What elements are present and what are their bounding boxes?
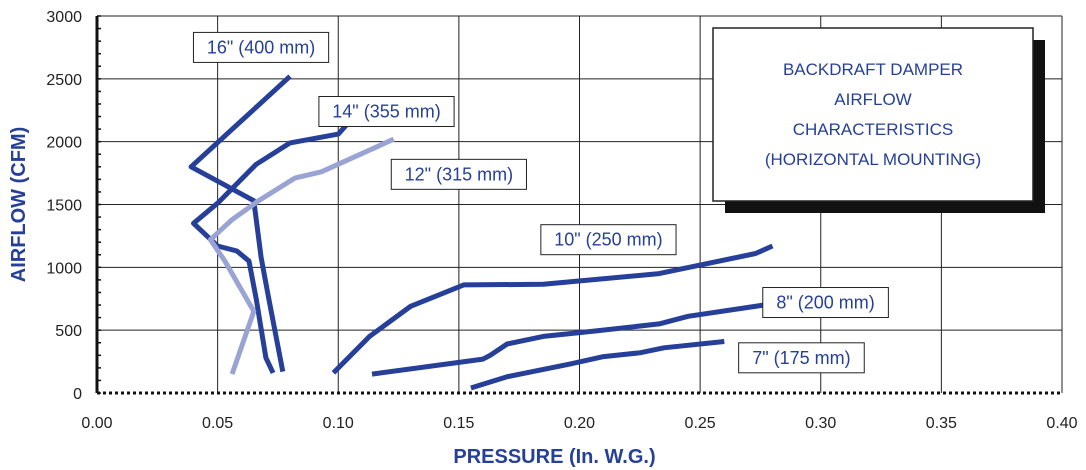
- title-box: BACKDRAFT DAMPER AIRFLOW CHARACTERISTICS (H…: [712, 27, 1045, 213]
- series-lines: [188, 74, 774, 391]
- series-label-box: [738, 342, 865, 374]
- x-tick-label: 0.40: [1046, 415, 1077, 432]
- series-label-text: 7" (175 mm): [752, 348, 850, 368]
- series-labels: 16" (400 mm) 14" (355 mm) 12" (315 mm) 10" …: [192, 31, 889, 374]
- chart-title-line: CHARACTERISTICS: [793, 120, 954, 139]
- series-line-2: [207, 136, 395, 375]
- series-label-text: 12" (315 mm): [405, 164, 513, 184]
- x-tick-label: 0.15: [443, 415, 474, 432]
- x-tick-label: 0.25: [685, 415, 716, 432]
- series-label-text: 10" (250 mm): [554, 230, 662, 250]
- series-label-2: 12" (315 mm): [390, 158, 527, 190]
- chart-title-line: (HORIZONTAL MOUNTING): [765, 150, 981, 169]
- x-tick-label: 0.05: [202, 415, 233, 432]
- x-tick-label: 0.30: [805, 415, 836, 432]
- series-label-box: [762, 287, 889, 319]
- y-tick-label: 3000: [46, 9, 82, 26]
- series-label-text: 8" (200 mm): [776, 293, 874, 313]
- series-label-box: [192, 31, 330, 63]
- axes: 0.00 0.05 0.10 0.15 0.20 0.25 0.30 0.35 0.40 0 500…: [46, 9, 1077, 432]
- series-line-1: [191, 97, 372, 374]
- y-tick-label: 0: [73, 386, 82, 403]
- x-tick-label: 0.00: [81, 415, 112, 432]
- series-label-text: 16" (400 mm): [207, 37, 315, 57]
- series-line-5: [470, 339, 725, 391]
- series-label-box: [318, 96, 455, 128]
- y-tick-label: 2500: [46, 72, 82, 89]
- series-label-4: 8" (200 mm): [762, 287, 889, 319]
- y-axis-title: AIRFLOW (CFM): [8, 127, 30, 283]
- x-tick-label: 0.10: [323, 415, 354, 432]
- x-tick-label: 0.35: [926, 415, 957, 432]
- y-tick-label: 1000: [46, 260, 82, 277]
- x-tick-label: 0.20: [564, 415, 595, 432]
- series-line-3: [331, 243, 774, 375]
- series-label-3: 10" (250 mm): [540, 224, 677, 256]
- title-box-frame: [712, 27, 1034, 202]
- chart-title-line: BACKDRAFT DAMPER: [783, 60, 963, 79]
- x-axis-title: PRESSURE (In. W.G.): [453, 446, 655, 468]
- y-tick-label: 500: [55, 323, 82, 340]
- series-label-0: 16" (400 mm): [192, 31, 330, 63]
- y-tick-label: 2000: [46, 135, 82, 152]
- series-label-box: [390, 158, 527, 190]
- chart-title-line: AIRFLOW: [834, 90, 911, 109]
- series-label-5: 7" (175 mm): [738, 342, 865, 374]
- series-label-1: 14" (355 mm): [318, 96, 455, 128]
- series-line-0: [188, 74, 292, 373]
- series-label-text: 14" (355 mm): [332, 102, 440, 122]
- series-line-4: [371, 301, 773, 377]
- series-label-box: [540, 224, 677, 256]
- y-tick-label: 1500: [46, 198, 82, 215]
